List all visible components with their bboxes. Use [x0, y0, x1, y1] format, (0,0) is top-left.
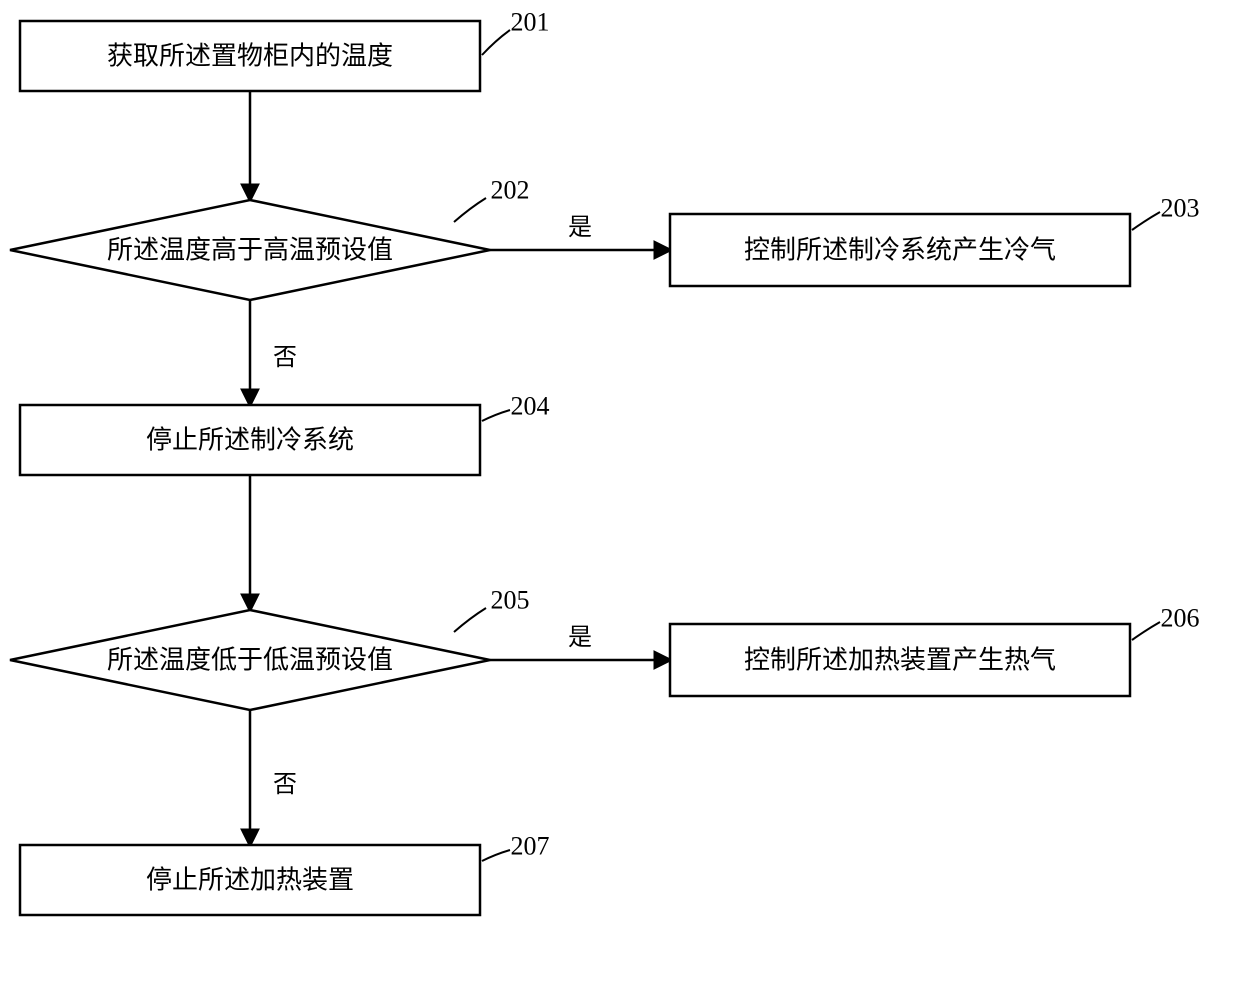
- node-207: 停止所述加热装置 207: [20, 832, 550, 916]
- leader-206: [1132, 622, 1160, 640]
- node-201: 获取所述置物柜内的温度 201: [20, 8, 550, 92]
- node-202: 所述温度高于高温预设值 202: [10, 176, 530, 301]
- leader-204: [482, 410, 510, 421]
- node-206-text: 控制所述加热装置产生热气: [744, 646, 1056, 675]
- node-202-text: 所述温度高于高温预设值: [107, 236, 393, 265]
- node-206: 控制所述加热装置产生热气 206: [670, 604, 1200, 697]
- edge-label-no-1: 否: [273, 345, 297, 371]
- leader-207: [482, 850, 510, 861]
- label-203: 203: [1161, 194, 1200, 223]
- leader-205: [454, 608, 486, 632]
- edge-label-no-2: 否: [273, 772, 297, 798]
- leader-203: [1132, 212, 1160, 230]
- label-204: 204: [511, 392, 550, 421]
- label-206: 206: [1161, 604, 1200, 633]
- label-202: 202: [491, 176, 530, 205]
- leader-201: [482, 30, 510, 55]
- node-203: 控制所述制冷系统产生冷气 203: [670, 194, 1200, 287]
- node-207-text: 停止所述加热装置: [146, 866, 354, 895]
- node-205-text: 所述温度低于低温预设值: [107, 646, 393, 675]
- edge-label-yes-1: 是: [568, 215, 592, 241]
- leader-202: [454, 198, 486, 222]
- node-204: 停止所述制冷系统 204: [20, 392, 550, 476]
- label-205: 205: [491, 586, 530, 615]
- node-204-text: 停止所述制冷系统: [146, 426, 354, 455]
- label-201: 201: [511, 8, 550, 37]
- edge-label-yes-2: 是: [568, 625, 592, 651]
- node-203-text: 控制所述制冷系统产生冷气: [744, 236, 1056, 265]
- label-207: 207: [511, 832, 550, 861]
- node-205: 所述温度低于低温预设值 205: [10, 586, 530, 711]
- node-201-text: 获取所述置物柜内的温度: [107, 42, 393, 71]
